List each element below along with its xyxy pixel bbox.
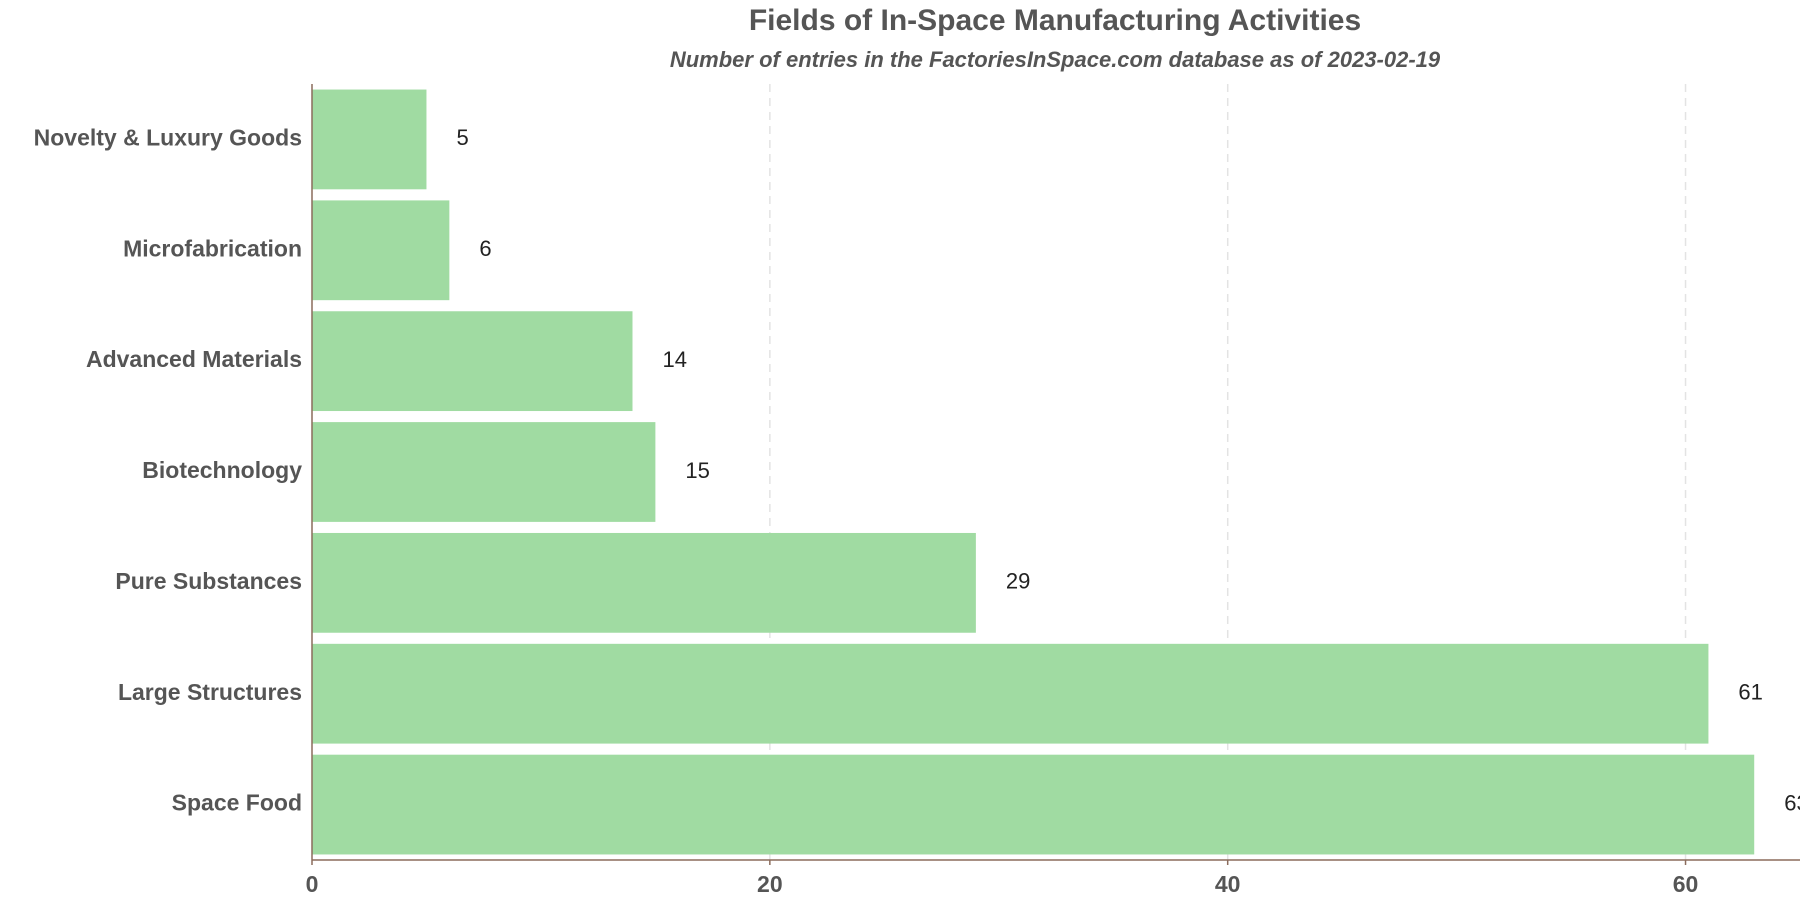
value-label: 14: [662, 347, 686, 372]
y-tick-label: Advanced Materials: [86, 346, 302, 372]
y-tick-label: Pure Substances: [115, 568, 302, 594]
value-label: 63: [1784, 790, 1800, 815]
bar: [312, 754, 1755, 855]
y-tick-label: Microfabrication: [123, 235, 302, 261]
x-tick-label: 60: [1673, 871, 1699, 897]
value-label: 6: [479, 236, 491, 261]
value-label: 15: [685, 458, 709, 483]
x-tick-label: 0: [306, 871, 319, 897]
bar: [312, 643, 1709, 744]
value-label: 29: [1006, 569, 1030, 594]
y-tick-label: Biotechnology: [142, 457, 302, 483]
bar: [312, 311, 633, 412]
x-tick-label: 40: [1215, 871, 1241, 897]
x-tick-label: 20: [757, 871, 783, 897]
bar: [312, 422, 656, 522]
bar: [312, 532, 976, 633]
y-tick-label: Space Food: [172, 790, 302, 816]
bar: [312, 89, 427, 190]
chart-title: Fields of In-Space Manufacturing Activit…: [749, 4, 1361, 37]
y-tick-label: Large Structures: [118, 679, 302, 705]
value-label: 5: [456, 125, 468, 150]
value-label: 61: [1738, 680, 1762, 705]
y-tick-label: Novelty & Luxury Goods: [34, 125, 302, 151]
chart-subtitle: Number of entries in the FactoriesInSpac…: [670, 47, 1441, 72]
bar: [312, 200, 450, 301]
